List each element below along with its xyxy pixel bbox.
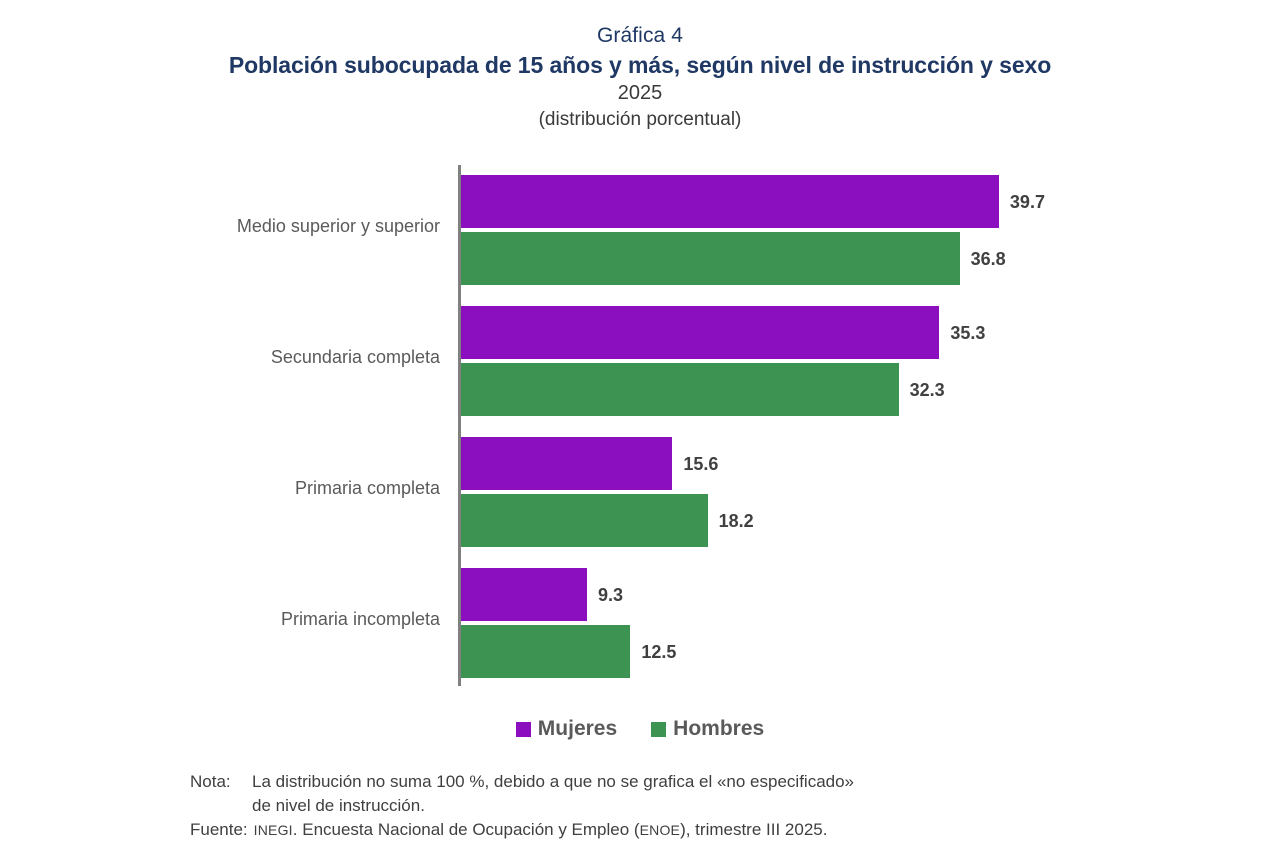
bar-mujeres[interactable] [461,306,940,359]
bar-hombres[interactable] [461,232,960,285]
bar-group: Primaria incompleta 9.3 12.5 [0,553,1280,684]
source-text-end: ), trimestre III 2025. [680,820,828,839]
bar-groups: Medio superior y superior 39.7 36.8 Secunda… [0,160,1280,690]
note-text-line-2: de nivel de instrucción. [252,796,425,815]
bar-value-label: 36.8 [970,248,1006,269]
legend-swatch-icon [651,721,667,737]
bar-mujeres[interactable] [461,437,673,490]
bar-row: 15.6 [461,437,718,490]
bar-row: 35.3 [461,306,985,359]
category-label: Secundaria completa [270,346,440,367]
note-row: Nota: La distribución no suma 100 %, deb… [190,770,1200,794]
source-label: Fuente: [190,820,248,839]
bar-hombres[interactable] [461,363,899,416]
legend-swatch-icon [515,721,531,737]
bar-mujeres[interactable] [461,568,587,621]
legend-label: Mujeres [537,717,618,740]
category-label: Medio superior y superior [236,215,440,236]
category-axis-line [458,165,461,686]
source-row: Fuente: INEGI. Encuesta Nacional de Ocup… [190,818,1200,842]
category-label: Primaria completa [294,477,440,498]
bar-row: 18.2 [461,494,754,547]
bar-mujeres[interactable] [461,175,999,228]
legend-item-mujeres[interactable]: Mujeres [515,717,618,740]
source-text-mid: . Encuesta Nacional de Ocupación y Emple… [292,820,640,839]
bar-value-label: 35.3 [950,322,986,343]
bar-value-label: 12.5 [641,641,677,662]
bar-value-label: 18.2 [718,510,754,531]
page-title: Población subocupada de 15 años y más, s… [228,52,1052,78]
source-text: INEGI. Encuesta Nacional de Ocupación y … [254,818,1200,842]
legend-label: Hombres [673,717,765,740]
bar-value-label: 39.7 [1009,191,1045,212]
bar-value-label: 15.6 [683,453,719,474]
enoe-acronym: ENOE [639,822,681,838]
bar-group: Primaria completa 15.6 18.2 [0,422,1280,553]
inegi-acronym: INEGI [253,822,293,838]
bar-group: Medio superior y superior 39.7 36.8 [0,160,1280,291]
chart-legend: Mujeres Hombres [0,718,1280,740]
bar-group: Secundaria completa 35.3 32.3 [0,291,1280,422]
bar-row: 32.3 [461,363,945,416]
chart-footnotes: Nota: La distribución no suma 100 %, deb… [190,770,1200,842]
bar-hombres[interactable] [461,625,631,678]
bar-row: 39.7 [461,175,1045,228]
chart-units: (distribución porcentual) [538,109,742,130]
chart-number: Gráfica 4 [596,24,684,47]
bar-value-label: 9.3 [598,584,624,605]
chart-plot-area: Medio superior y superior 39.7 36.8 Secunda… [0,160,1280,690]
bar-row: 36.8 [461,232,1006,285]
legend-item-hombres[interactable]: Hombres [651,718,764,740]
bar-row: 9.3 [461,568,623,621]
category-label: Primaria incompleta [280,608,440,629]
bar-hombres[interactable] [461,494,708,547]
chart-year: 2025 [617,82,663,104]
note-label: Nota: [190,772,231,791]
note-text-line-1: La distribución no suma 100 %, debido a … [252,772,855,791]
bar-row: 12.5 [461,625,676,678]
bar-value-label: 32.3 [909,379,945,400]
chart-header: Gráfica 4 Población subocupada de 15 año… [0,0,1280,133]
